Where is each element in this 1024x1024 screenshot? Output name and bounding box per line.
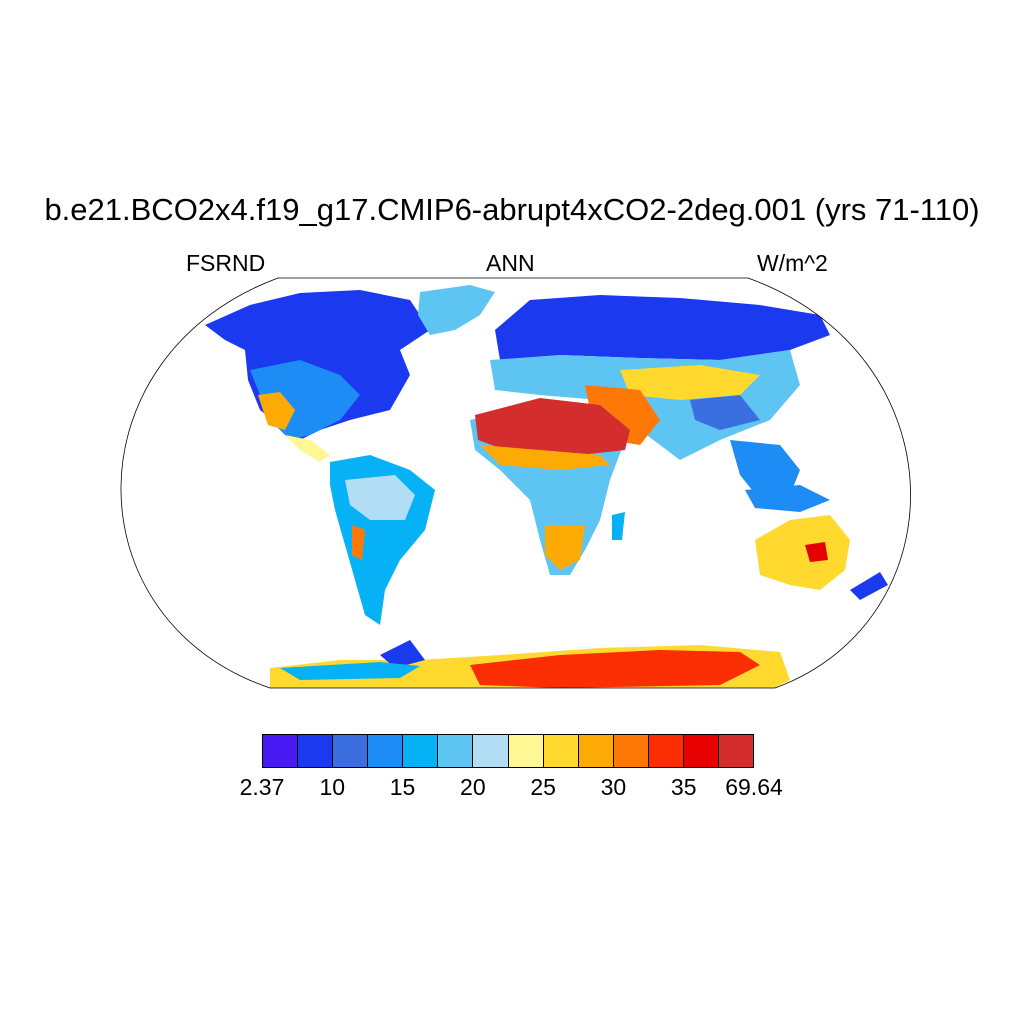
australia-hotspot xyxy=(805,542,828,562)
colorbar-tick-label: 10 xyxy=(319,774,346,800)
map-boundary xyxy=(120,277,911,689)
australia-region xyxy=(755,515,850,590)
mexico-region xyxy=(285,435,330,462)
season-label: ANN xyxy=(486,250,535,276)
colorbar-tick-label: 30 xyxy=(600,774,627,800)
central-asia-region xyxy=(620,365,760,400)
amazon-region xyxy=(345,475,415,520)
eurasia-north-region xyxy=(495,295,830,360)
units-label: W/m^2 xyxy=(757,250,828,276)
antarctica-coast-region xyxy=(280,662,420,680)
colorbar-box xyxy=(648,735,684,767)
antarctica-east-region xyxy=(470,650,760,688)
colorbar-box xyxy=(333,735,369,767)
colorbar-tick-label: 2.37 xyxy=(239,774,285,800)
andes-region xyxy=(352,525,365,560)
colorbar-box xyxy=(263,735,299,767)
colorbar-box xyxy=(508,735,544,767)
antarctica-peninsula-region xyxy=(380,640,425,668)
colorbar-box xyxy=(473,735,509,767)
colorbar-box xyxy=(613,735,649,767)
new-zealand-region xyxy=(850,572,888,600)
variable-label: FSRND xyxy=(186,250,266,276)
sahara-region xyxy=(475,398,630,455)
plot-title: b.e21.BCO2x4.f19_g17.CMIP6-abrupt4xCO2-2… xyxy=(44,192,980,227)
madagascar-region xyxy=(612,512,625,540)
colorbar-box xyxy=(403,735,439,767)
colorbar-box xyxy=(298,735,334,767)
us-southwest-region xyxy=(258,392,295,430)
colorbar-tick-label: 69.64 xyxy=(725,774,783,800)
south-africa-region xyxy=(545,525,585,570)
land-field xyxy=(205,285,888,688)
colorbar-tick-label: 35 xyxy=(670,774,697,800)
colorbar xyxy=(262,734,754,768)
colorbar-box xyxy=(683,735,720,767)
colorbar-box xyxy=(719,735,754,767)
colorbar-box xyxy=(543,735,579,767)
colorbar-tick-label: 15 xyxy=(389,774,416,800)
southeast-asia-region xyxy=(730,440,800,500)
colorbar-box xyxy=(578,735,614,767)
sahel-region xyxy=(480,445,610,470)
colorbar-tick-label: 20 xyxy=(460,774,486,800)
greenland-region xyxy=(418,285,495,335)
tibet-region xyxy=(690,395,760,430)
colorbar-box xyxy=(438,735,474,767)
colorbar-labels: 2.37 10 15 20 25 30 35 69.64 xyxy=(0,774,1024,804)
maritime-continent-region xyxy=(745,485,830,512)
colorbar-box xyxy=(368,735,404,767)
colorbar-tick-label: 25 xyxy=(530,774,556,800)
